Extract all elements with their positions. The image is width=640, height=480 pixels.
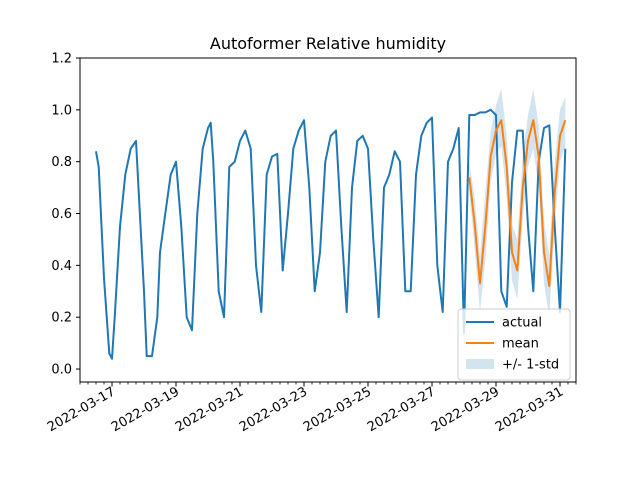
legend-label: +/- 1-std: [502, 358, 559, 373]
chart-title: Autoformer Relative humidity: [210, 34, 446, 53]
legend-swatch-band: [466, 359, 494, 369]
legend-label: actual: [502, 316, 542, 331]
y-tick-label: 1.0: [51, 103, 72, 118]
y-tick-label: 0.0: [51, 363, 72, 378]
y-axis: 0.0 0.2 0.4 0.6 0.8 1.0 1.2: [51, 52, 80, 378]
y-tick-label: 1.2: [51, 52, 72, 67]
series-line-actual: [95, 108, 567, 360]
y-tick-label: 0.8: [51, 155, 72, 170]
plot-area: [95, 89, 567, 360]
axes-frame: [79, 57, 577, 383]
y-tick-label: 0.4: [51, 259, 72, 274]
legend-label: mean: [502, 337, 539, 352]
legend-box: [457, 308, 571, 381]
series-line-mean: [468, 119, 567, 288]
legend: actual mean +/- 1-std: [457, 308, 571, 381]
y-tick-label: 0.6: [51, 207, 72, 222]
y-tick-label: 0.2: [51, 311, 72, 326]
